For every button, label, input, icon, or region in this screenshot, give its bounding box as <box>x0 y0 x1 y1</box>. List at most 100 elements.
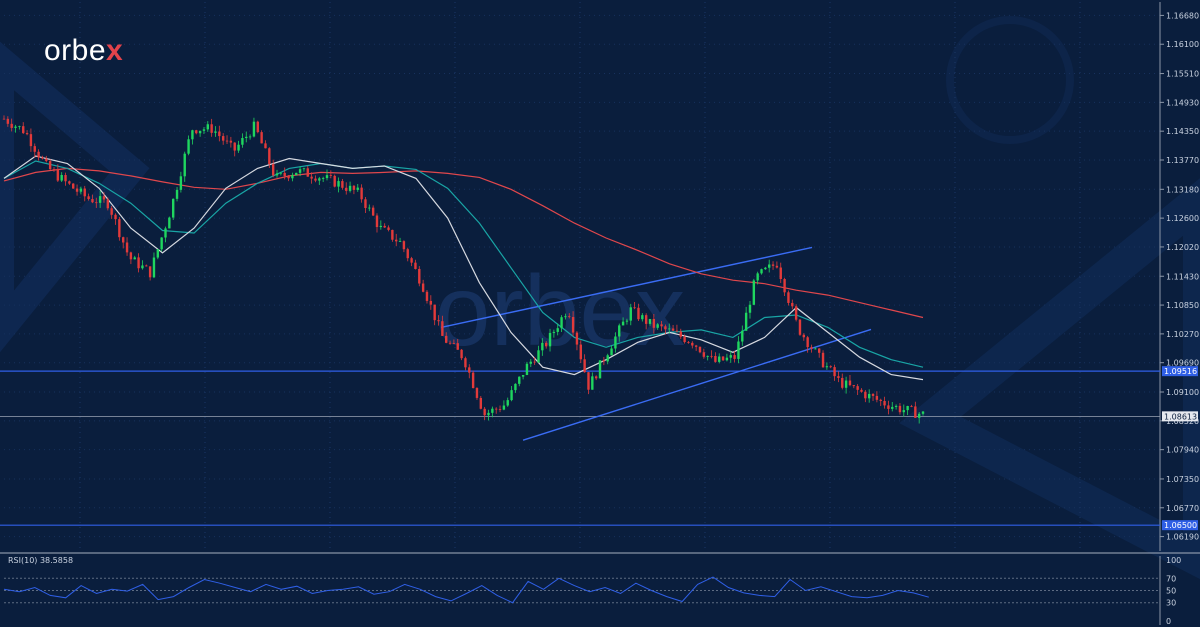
candle-body <box>468 367 471 373</box>
candle-body <box>537 350 540 363</box>
candle-body <box>887 405 890 409</box>
candle-body <box>448 342 452 344</box>
price-tick-label: 1.15510 <box>1166 70 1199 79</box>
candle-body <box>618 325 621 337</box>
candle-body <box>652 318 656 328</box>
candle-body <box>514 383 517 391</box>
candle-body <box>875 395 879 400</box>
candle-body <box>325 175 329 179</box>
rsi-tick-label: 50 <box>1166 587 1176 596</box>
candle-body <box>237 144 240 151</box>
price-tick-label: 1.10850 <box>1166 301 1199 310</box>
candle-body <box>694 345 698 347</box>
candle-body <box>352 185 356 190</box>
candle-body <box>433 304 436 321</box>
candle-body <box>298 169 302 173</box>
channel-line <box>440 246 813 329</box>
candle-body <box>575 332 579 345</box>
orbex-logo: orbex <box>44 34 124 67</box>
candle-body <box>314 178 317 181</box>
candle-body <box>675 330 679 332</box>
candle-body <box>398 241 402 242</box>
candle-body <box>683 336 686 343</box>
candle-body <box>364 199 367 209</box>
candle-body <box>794 306 798 320</box>
candle-body <box>783 279 786 293</box>
candle-body <box>122 237 125 243</box>
candle-body <box>341 181 344 188</box>
candle-body <box>568 316 571 318</box>
candle-body <box>894 405 898 407</box>
candle-body <box>210 124 213 133</box>
candle-body <box>871 393 875 396</box>
candle-body <box>164 228 167 238</box>
candle-body <box>479 397 483 409</box>
candle-body <box>421 283 425 292</box>
candle-body <box>737 341 740 359</box>
candle-body <box>637 307 640 320</box>
candle-body <box>356 187 359 190</box>
candle-body <box>733 355 736 359</box>
price-tag-box <box>1162 366 1198 377</box>
candle-body <box>295 172 298 176</box>
candle-body <box>548 332 552 347</box>
candle-body <box>175 189 179 199</box>
candle-body <box>214 131 217 133</box>
candle-body <box>864 391 867 399</box>
candle-body <box>814 348 817 350</box>
price-tick-label: 1.10270 <box>1166 330 1199 339</box>
candle-body <box>318 178 321 181</box>
candle-body <box>852 385 856 387</box>
candle-body <box>145 265 148 267</box>
candle-body <box>775 265 779 268</box>
candle-body <box>225 140 229 142</box>
candle-body <box>141 265 144 269</box>
candle-body <box>698 346 702 353</box>
candle-body <box>41 157 44 159</box>
candle-body <box>283 172 286 177</box>
bg-chevron-left <box>0 41 150 353</box>
candle-body <box>29 134 33 147</box>
candle-body <box>329 175 333 176</box>
candle-body <box>687 342 690 343</box>
candle-body <box>533 361 536 363</box>
candle-body <box>60 174 63 181</box>
candle-body <box>168 217 171 229</box>
candle-body <box>860 389 863 392</box>
candle-body <box>679 331 682 337</box>
candle-body <box>544 342 548 347</box>
candle-body <box>502 405 506 410</box>
candle-body <box>644 315 648 324</box>
candle-body <box>48 161 52 170</box>
candle-body <box>287 176 290 179</box>
candle-body <box>102 196 106 200</box>
candle-body <box>556 328 559 332</box>
candle-body <box>56 169 60 181</box>
candle-body <box>633 307 636 309</box>
candle-body <box>114 214 117 220</box>
candle-body <box>475 388 479 398</box>
candle-body <box>375 215 379 228</box>
candle-body <box>510 390 513 401</box>
candle-body <box>591 376 594 390</box>
candle-body <box>629 307 632 321</box>
candle-body <box>33 146 36 152</box>
rsi-tick-label: 100 <box>1166 556 1181 565</box>
candle-body <box>656 324 659 328</box>
price-tick-label: 1.16100 <box>1166 40 1199 49</box>
candle-body <box>414 262 417 269</box>
candle-body <box>921 411 925 414</box>
candle-body <box>721 356 725 361</box>
candle-body <box>802 334 806 338</box>
candle-body <box>825 366 829 368</box>
candle-body <box>718 356 721 362</box>
candle-body <box>133 257 136 260</box>
candle-body <box>587 372 590 390</box>
candle-body <box>844 380 848 388</box>
candle-body <box>83 188 86 197</box>
candle-body <box>760 269 763 274</box>
candle-body <box>402 241 406 250</box>
rsi-tick-label: 70 <box>1166 574 1176 583</box>
candle-body <box>898 405 902 413</box>
